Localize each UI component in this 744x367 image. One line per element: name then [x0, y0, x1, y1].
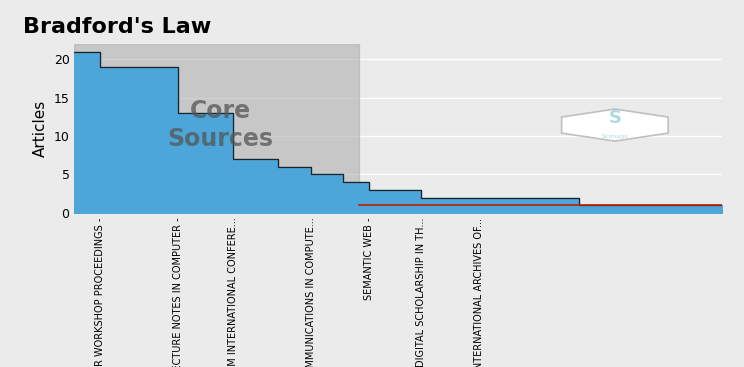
Y-axis label: Articles: Articles	[33, 100, 48, 157]
Bar	[74, 44, 359, 213]
Text: Bradford's Law: Bradford's Law	[22, 17, 211, 37]
Text: Core
Sources: Core Sources	[167, 99, 273, 150]
Text: S: S	[609, 109, 621, 127]
Text: Scimago: Scimago	[601, 134, 629, 139]
